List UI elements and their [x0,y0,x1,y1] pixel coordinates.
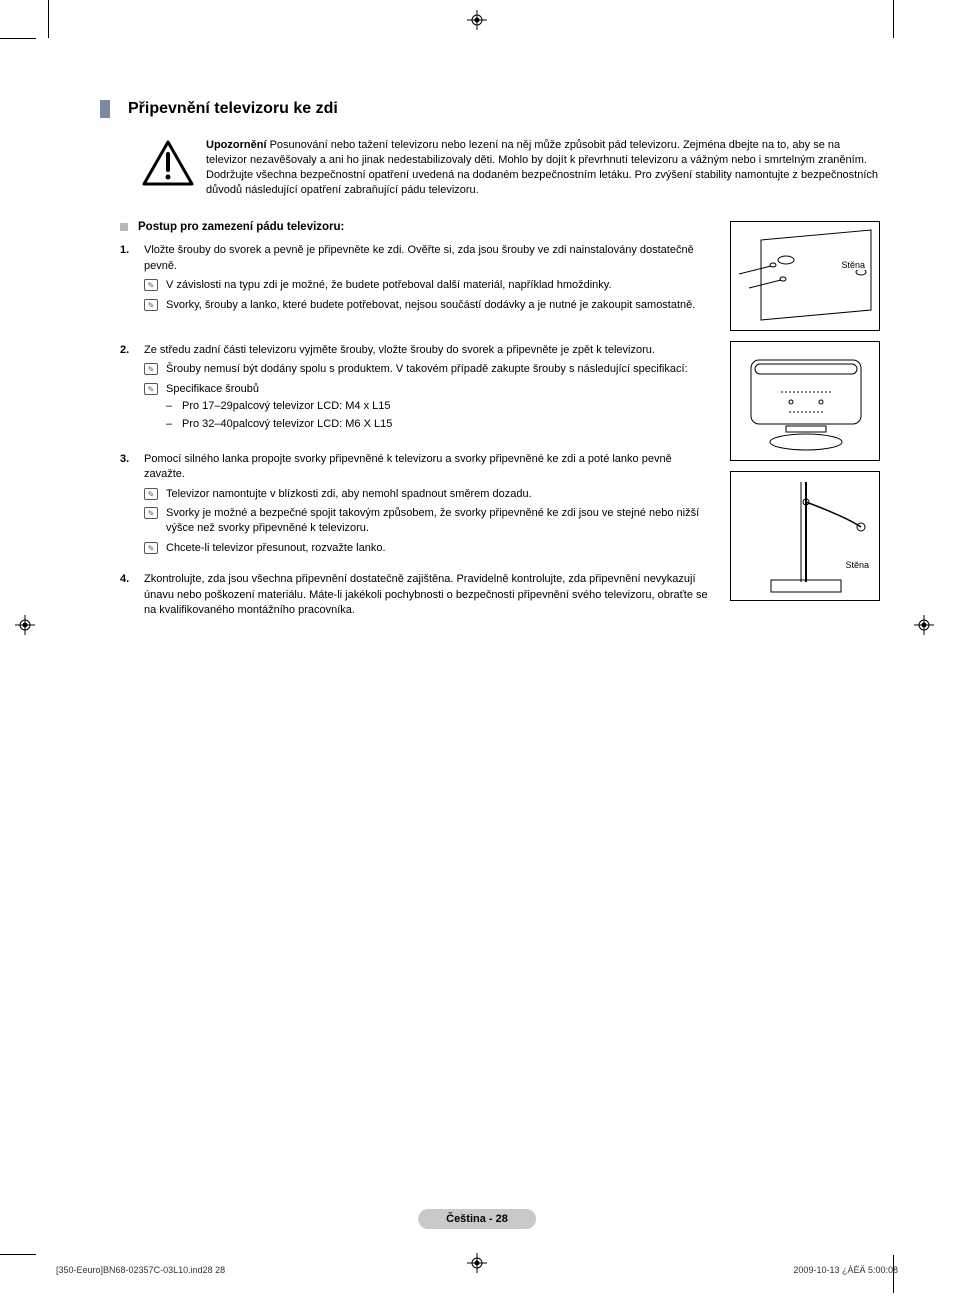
illustration-label: Stěna [839,260,867,270]
step-2: Ze středu zadní části televizoru vyjměte… [120,343,714,432]
note-icon: ✎ [144,299,158,311]
crop-mark [0,1254,36,1255]
print-footer: [350-Eeuro]BN68-02357C-03L10.ind28 28 20… [56,1265,898,1275]
note-item: ✎Specifikace šroubů Pro 17–29palcový tel… [144,382,714,432]
step-4: Zkontrolujte, zda jsou všechna připevněn… [120,572,714,618]
section-title: Připevnění televizoru ke zdi [128,100,338,118]
registration-mark-icon [914,615,934,635]
step-text: Zkontrolujte, zda jsou všechna připevněn… [144,573,708,616]
footer-right: 2009-10-13 ¿ÀÈÄ 5:00:08 [793,1265,898,1275]
registration-mark-icon [15,615,35,635]
note-item: ✎Svorky, šrouby a lanko, které budete po… [144,298,714,313]
step-text: Vložte šrouby do svorek a pevně je připe… [144,244,694,271]
page-number-badge: Čeština - 28 [418,1209,536,1229]
note-icon: ✎ [144,542,158,554]
footer-left: [350-Eeuro]BN68-02357C-03L10.ind28 28 [56,1265,225,1275]
note-item: ✎V závislosti na typu zdi je možné, že b… [144,278,714,293]
dash-item: Pro 32–40palcový televizor LCD: M6 X L15 [166,417,714,432]
note-icon: ✎ [144,383,158,395]
note-icon: ✎ [144,488,158,500]
section-header: Připevnění televizoru ke zdi [100,100,880,118]
warning-triangle-icon [140,138,196,197]
illustration-label: Stěna [843,560,871,570]
note-item: ✎Šrouby nemusí být dodány spolu s produk… [144,362,714,377]
sub-heading-row: Postup pro zamezení pádu televizoru: [120,221,714,233]
step-3: Pomocí silného lanka propojte svorky při… [120,452,714,556]
illustration-tether: Stěna [730,471,880,601]
illustration-tv-back [730,341,880,461]
bullet-square-icon [120,223,128,231]
note-icon: ✎ [144,363,158,375]
dash-item: Pro 17–29palcový televizor LCD: M4 x L15 [166,399,714,414]
note-item: ✎Chcete-li televizor přesunout, rozvažte… [144,541,714,556]
step-text: Ze středu zadní části televizoru vyjměte… [144,344,655,356]
warning-body: Posunování nebo tažení televizoru nebo l… [206,139,878,196]
note-item: ✎Televizor namontujte v blízkosti zdi, a… [144,487,714,502]
steps-list: Vložte šrouby do svorek a pevně je připe… [120,243,714,618]
sub-heading: Postup pro zamezení pádu televizoru: [138,221,344,233]
title-accent-bar [100,100,110,118]
illustration-wall-bracket: Stěna [730,221,880,331]
note-item: ✎Svorky je možné a bezpečné spojit takov… [144,506,714,537]
crop-mark [48,0,49,38]
warning-block: Upozornění Posunování nebo tažení televi… [140,138,880,197]
note-icon: ✎ [144,507,158,519]
registration-mark-icon [467,10,487,30]
crop-mark [893,0,894,38]
illustration-column: Stěna [730,221,880,622]
step-1: Vložte šrouby do svorek a pevně je připe… [120,243,714,313]
crop-mark [0,38,36,39]
instructions-column: Postup pro zamezení pádu televizoru: Vlo… [120,221,714,622]
warning-lead: Upozornění [206,139,267,151]
warning-text: Upozornění Posunování nebo tažení televi… [206,138,880,197]
note-icon: ✎ [144,279,158,291]
step-text: Pomocí silného lanka propojte svorky při… [144,453,672,480]
page-content: Připevnění televizoru ke zdi Upozornění … [100,100,880,622]
